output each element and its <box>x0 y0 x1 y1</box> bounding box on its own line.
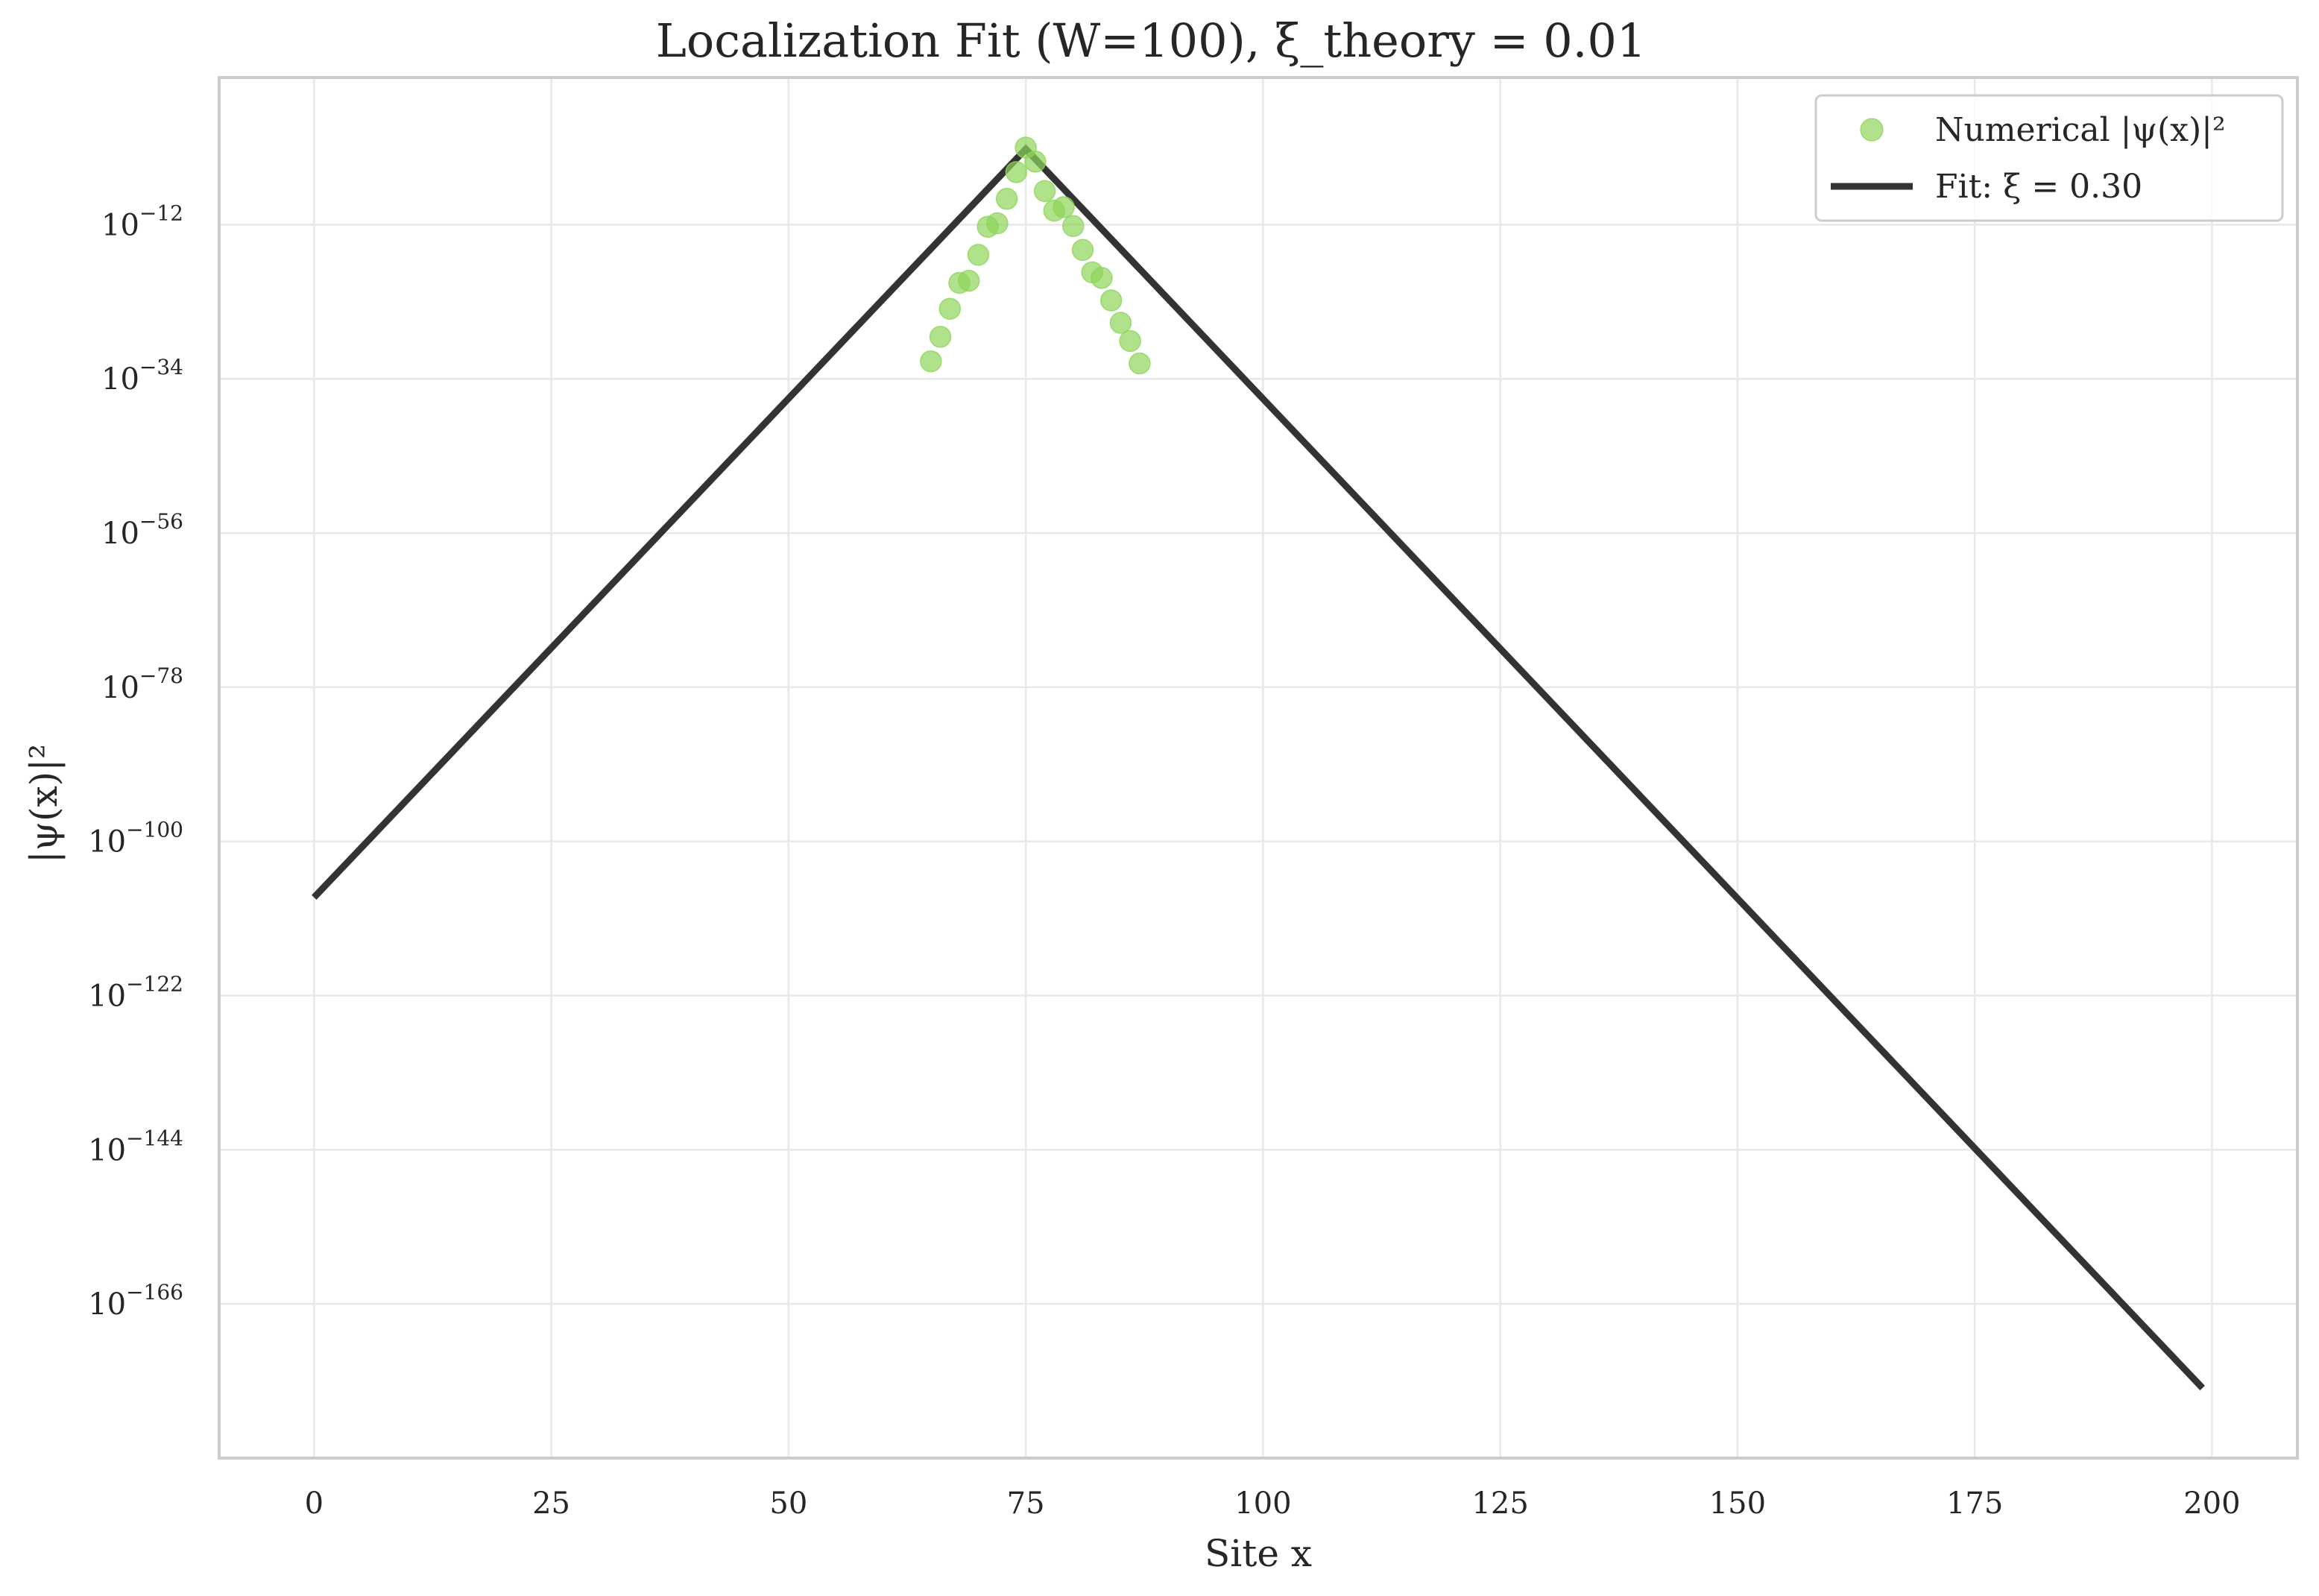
scatter-point <box>1091 267 1113 289</box>
y-tick-exponent: −166 <box>126 1280 183 1305</box>
y-tick-base: 10 <box>101 362 139 397</box>
scatter-point <box>1053 196 1075 218</box>
scatter-point <box>1071 239 1094 262</box>
scatter-point <box>957 269 980 292</box>
scatter-point <box>1024 151 1047 173</box>
legend-label-fit: Fit: ξ = 0.30 <box>1935 168 2142 206</box>
y-tick-base: 10 <box>88 980 126 1014</box>
x-tick-label: 200 <box>2183 1486 2240 1521</box>
y-tick-exponent: −100 <box>126 818 183 842</box>
y-tick-exponent: −122 <box>126 972 183 997</box>
scatter-point <box>1099 289 1123 312</box>
scatter-point <box>938 297 962 320</box>
scatter-point <box>929 326 952 348</box>
y-tick-label: 10−34 <box>101 355 183 397</box>
scatter-point <box>1109 312 1132 334</box>
y-axis-label: |ψ(x)|² <box>22 744 66 863</box>
y-tick-exponent: −12 <box>139 201 183 225</box>
legend-label-numerical: Numerical |ψ(x)|² <box>1935 111 2226 149</box>
y-tick-label: 10−166 <box>88 1280 183 1322</box>
y-tick-exponent: −78 <box>139 663 183 688</box>
x-tick-label: 150 <box>1709 1486 1766 1521</box>
y-tick-base: 10 <box>101 208 139 242</box>
plot-marks <box>312 136 2205 1391</box>
scatter-point <box>920 350 942 373</box>
scatter-point <box>967 244 990 266</box>
y-tick-labels: 10−1210−3410−5610−7810−10010−12210−14410… <box>88 201 183 1322</box>
x-tick-label: 75 <box>1007 1486 1045 1521</box>
grid <box>219 78 2297 1458</box>
scatter-point <box>1033 180 1056 203</box>
scatter-point <box>1119 329 1141 353</box>
legend-box <box>1814 94 2284 222</box>
y-tick-base: 10 <box>101 671 139 705</box>
y-tick-label: 10−144 <box>88 1126 183 1167</box>
y-tick-base: 10 <box>101 517 139 551</box>
x-tick-label: 50 <box>769 1486 807 1521</box>
y-tick-exponent: −34 <box>139 355 183 379</box>
scatter-point <box>995 187 1018 210</box>
y-tick-exponent: −56 <box>139 509 183 534</box>
y-tick-label: 10−122 <box>88 972 183 1014</box>
x-tick-label: 175 <box>1946 1486 2003 1521</box>
y-tick-base: 10 <box>88 1287 126 1322</box>
y-tick-base: 10 <box>88 1133 126 1167</box>
scatter-point <box>986 212 1009 235</box>
x-tick-label: 100 <box>1234 1486 1291 1521</box>
x-tick-label: 0 <box>305 1486 324 1521</box>
y-tick-base: 10 <box>88 825 126 859</box>
y-tick-label: 10−100 <box>88 818 183 859</box>
y-tick-label: 10−78 <box>101 663 183 705</box>
scatter-point <box>1005 161 1028 183</box>
legend-marker-numerical <box>1860 118 1884 142</box>
chart-title: Localization Fit (W=100), ξ_theory = 0.0… <box>656 13 1647 68</box>
x-tick-label: 125 <box>1471 1486 1528 1521</box>
x-tick-labels: 0 25 50 75 100 125 150 175 200 <box>305 1486 2241 1521</box>
x-tick-label: 25 <box>532 1486 570 1521</box>
legend: Numerical |ψ(x)|² Fit: ξ = 0.30 <box>1814 94 2284 222</box>
plot-frame <box>218 76 2299 1460</box>
scatter-point <box>1062 215 1085 238</box>
scatter-point <box>1129 352 1151 375</box>
y-tick-label: 10−56 <box>101 509 183 551</box>
y-tick-exponent: −144 <box>126 1126 183 1150</box>
y-tick-label: 10−12 <box>101 201 183 242</box>
x-axis-label: Site x <box>1205 1532 1312 1575</box>
